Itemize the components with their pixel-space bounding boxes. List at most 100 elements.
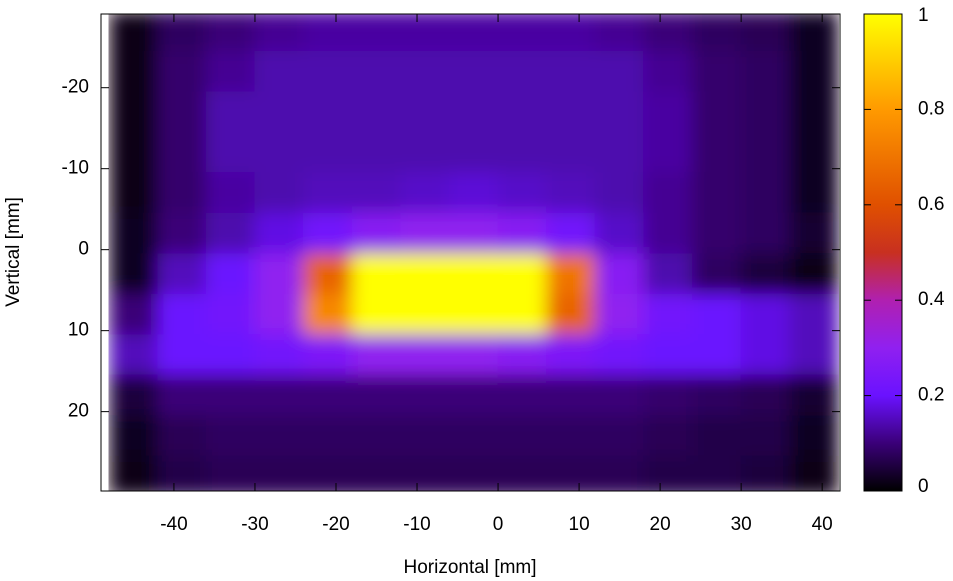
heatmap-cell bbox=[303, 455, 353, 491]
heatmap-cell bbox=[643, 212, 694, 255]
x-tick-label: 0 bbox=[493, 514, 504, 535]
heatmap-cell bbox=[740, 415, 791, 457]
heatmap-cell bbox=[400, 14, 450, 52]
heatmap-cell bbox=[448, 415, 499, 457]
heatmap-cell bbox=[643, 172, 694, 214]
heatmap-cell bbox=[692, 172, 742, 214]
heatmap-cell bbox=[205, 293, 256, 336]
heatmap-cell bbox=[789, 334, 839, 376]
heatmap-cell bbox=[692, 212, 742, 255]
heatmap-cell bbox=[448, 212, 499, 255]
x-tick-label: 20 bbox=[650, 514, 671, 535]
heatmap-cell bbox=[108, 131, 159, 174]
heatmap-cell bbox=[643, 253, 694, 295]
heatmap-cell bbox=[643, 415, 694, 457]
heatmap-cell bbox=[108, 253, 159, 295]
heatmap-cell bbox=[254, 253, 305, 295]
y-tick-label: 10 bbox=[68, 320, 89, 341]
heatmap-cell bbox=[643, 293, 694, 336]
heatmap-cell bbox=[254, 415, 305, 457]
heatmap-cell bbox=[643, 91, 694, 133]
heatmap-cell bbox=[351, 253, 402, 295]
heatmap-cell bbox=[546, 172, 596, 214]
heatmap-cell bbox=[205, 415, 256, 457]
heatmap-cell bbox=[692, 50, 742, 93]
heatmap-cell bbox=[497, 172, 548, 214]
heatmap-cell bbox=[546, 293, 596, 336]
plot-area bbox=[108, 14, 839, 491]
heatmap-cell bbox=[692, 415, 742, 457]
x-tick-label: -40 bbox=[160, 514, 187, 535]
heatmap-cell bbox=[157, 212, 207, 255]
heatmap-cell bbox=[497, 415, 548, 457]
heatmap-cell bbox=[448, 374, 499, 417]
y-tick-label: 0 bbox=[78, 239, 89, 260]
x-tick-label: -30 bbox=[241, 514, 268, 535]
colorbar-tick-label: 1 bbox=[918, 5, 929, 26]
heatmap-cell bbox=[789, 455, 839, 491]
heatmap-cell bbox=[254, 131, 305, 174]
heatmap-cell bbox=[497, 293, 548, 336]
y-tick-label: 20 bbox=[68, 401, 89, 422]
heatmap-cell bbox=[108, 14, 159, 52]
heatmap-cell bbox=[740, 293, 791, 336]
heatmap-cell bbox=[740, 455, 791, 491]
heatmap-cell bbox=[546, 253, 596, 295]
heatmap-cell bbox=[205, 374, 256, 417]
heatmap-cell bbox=[157, 172, 207, 214]
heatmap-cell bbox=[789, 14, 839, 52]
heatmap-cell bbox=[157, 14, 207, 52]
heatmap-cell bbox=[108, 212, 159, 255]
heatmap-cell bbox=[351, 374, 402, 417]
heatmap-cell bbox=[351, 293, 402, 336]
heatmap-cell bbox=[400, 293, 450, 336]
heatmap-cell bbox=[643, 131, 694, 174]
heatmap-cell bbox=[594, 172, 645, 214]
heatmap bbox=[108, 14, 839, 491]
heatmap-cell bbox=[108, 91, 159, 133]
heatmap-cell bbox=[351, 415, 402, 457]
heatmap-cell bbox=[400, 50, 450, 93]
heatmap-cell bbox=[740, 50, 791, 93]
heatmap-cell bbox=[205, 334, 256, 376]
heatmap-cell bbox=[789, 172, 839, 214]
heatmap-cell bbox=[303, 293, 353, 336]
heatmap-cell bbox=[643, 374, 694, 417]
heatmap-cell bbox=[254, 14, 305, 52]
heatmap-cell bbox=[740, 14, 791, 52]
heatmap-cell bbox=[789, 50, 839, 93]
heatmap-cell bbox=[740, 172, 791, 214]
heatmap-cell bbox=[594, 253, 645, 295]
heatmap-cell bbox=[400, 253, 450, 295]
heatmap-cell bbox=[594, 212, 645, 255]
heatmap-cell bbox=[351, 212, 402, 255]
heatmap-cell bbox=[303, 334, 353, 376]
heatmap-cell bbox=[108, 293, 159, 336]
x-tick-label: -10 bbox=[403, 514, 430, 535]
heatmap-cell bbox=[448, 334, 499, 376]
heatmap-cell bbox=[789, 293, 839, 336]
heatmap-cell bbox=[303, 253, 353, 295]
heatmap-cell bbox=[351, 91, 402, 133]
y-tick-label: -20 bbox=[62, 77, 89, 98]
heatmap-cell bbox=[789, 374, 839, 417]
heatmap-cell bbox=[254, 293, 305, 336]
heatmap-cell bbox=[157, 131, 207, 174]
heatmap-cell bbox=[692, 253, 742, 295]
x-tick-label: 40 bbox=[812, 514, 833, 535]
heatmap-cell bbox=[546, 14, 596, 52]
heatmap-cell bbox=[108, 172, 159, 214]
heatmap-cell bbox=[497, 334, 548, 376]
heatmap-cell bbox=[448, 91, 499, 133]
x-tick-label: 10 bbox=[569, 514, 590, 535]
heatmap-cell bbox=[351, 334, 402, 376]
heatmap-cell bbox=[303, 50, 353, 93]
heatmap-cell bbox=[254, 374, 305, 417]
heatmap-cell bbox=[108, 415, 159, 457]
heatmap-cell bbox=[448, 50, 499, 93]
y-tick-label: -10 bbox=[62, 158, 89, 179]
heatmap-cell bbox=[740, 334, 791, 376]
heatmap-cell bbox=[205, 253, 256, 295]
heatmap-cell bbox=[643, 334, 694, 376]
heatmap-cell bbox=[448, 455, 499, 491]
